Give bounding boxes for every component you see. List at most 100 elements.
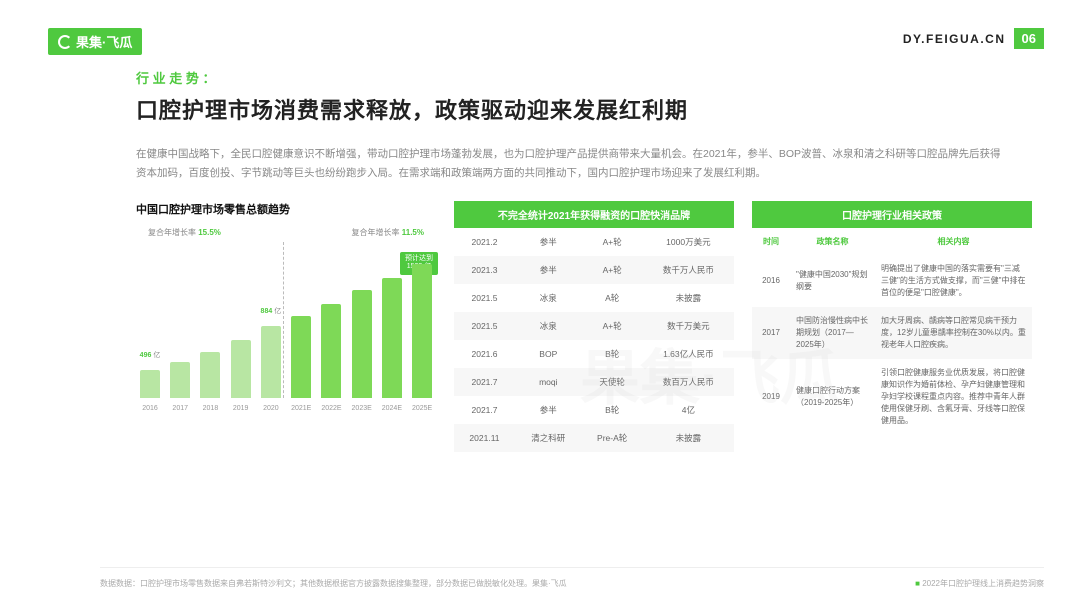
cell: 参半	[515, 396, 582, 424]
bar: 884 亿	[261, 326, 281, 398]
x-label: 2018	[200, 405, 220, 412]
col-header: 相关内容	[875, 228, 1032, 255]
footer-source: 数据数据：口腔护理市场零售数据来自弗若斯特沙利文；其他数据根据官方披露数据搜集整…	[100, 578, 567, 589]
bar	[321, 304, 341, 398]
x-label: 2022E	[321, 405, 341, 412]
cell: 冰泉	[515, 312, 582, 340]
subtitle: 行 业 走 势 ：	[136, 68, 1044, 87]
cell: 冰泉	[515, 284, 582, 312]
footer-report-title: 2022年口腔护理线上消费趋势洞察	[915, 578, 1044, 589]
rate2-value: 11.5%	[402, 228, 424, 237]
chart-rates: 复合年增长率 15.5% 复合年增长率 11.5%	[136, 227, 436, 238]
cell: 清之科研	[515, 424, 582, 452]
x-label: 2024E	[382, 405, 402, 412]
policy-table-header: 口腔护理行业相关政策	[752, 201, 1032, 228]
x-label: 2021E	[291, 405, 311, 412]
table-row: 2021.6BOPB轮1.63亿人民币	[454, 340, 734, 368]
x-axis-labels: 2016 2017 2018 2019 2020 2021E 2022E 2023E 2024E…	[136, 405, 436, 412]
funding-table-body: 2021.2参半A+轮1000万美元2021.3参半A+轮数千万人民币2021.…	[454, 228, 734, 452]
cell: 未披露	[643, 284, 734, 312]
cell: 1000万美元	[643, 228, 734, 256]
cell: 4亿	[643, 396, 734, 424]
cell: 2021.6	[454, 340, 515, 368]
table-row: 2021.7moqi天使轮数百万人民币	[454, 368, 734, 396]
table-row: 2016"健康中国2030"规划纲要明确提出了健康中国的落实需要有"三减三健"的…	[752, 255, 1032, 307]
table-row: 2017中国防治慢性病中长期规划（2017—2025年）加大牙周病、龋病等口腔常…	[752, 307, 1032, 359]
bar	[170, 362, 190, 398]
peak-line1: 预计达到	[405, 255, 433, 263]
page-title: 口腔护理市场消费需求释放，政策驱动迎来发展红利期	[136, 93, 1044, 125]
cell: 2021.2	[454, 228, 515, 256]
rate1-value: 15.5%	[198, 228, 221, 237]
table-row: 2021.3参半A+轮数千万人民币	[454, 256, 734, 284]
bar	[231, 340, 251, 398]
cell: 数千万人民币	[643, 256, 734, 284]
col-header: 政策名称	[790, 228, 875, 255]
x-label: 2020	[261, 405, 281, 412]
cell: 2021.7	[454, 368, 515, 396]
cell: 明确提出了健康中国的落实需要有"三减三健"的生活方式做支撑，而"三健"中排在首位…	[875, 255, 1032, 307]
bar	[352, 290, 372, 398]
policy-table-body: 时间政策名称相关内容 2016"健康中国2030"规划纲要明确提出了健康中国的落…	[752, 228, 1032, 435]
cell: 2021.5	[454, 284, 515, 312]
funding-table: 不完全统计2021年获得融资的口腔快消品牌 2021.2参半A+轮1000万美元…	[454, 201, 734, 452]
header-block: 行 业 走 势 ： 口腔护理市场消费需求释放，政策驱动迎来发展红利期	[136, 68, 1044, 125]
table-row: 2021.2参半A+轮1000万美元	[454, 228, 734, 256]
brand-logo: 果集·飞瓜	[48, 28, 142, 55]
cell: 2021.5	[454, 312, 515, 340]
cell: 2021.7	[454, 396, 515, 424]
cell: 健康口腔行动方案（2019-2025年）	[790, 359, 875, 435]
table-row: 2021.11清之科研Pre-A轮未披露	[454, 424, 734, 452]
cell: 2019	[752, 359, 790, 435]
cell: A+轮	[582, 256, 643, 284]
cell: 数千万美元	[643, 312, 734, 340]
page-number: 06	[1014, 28, 1044, 49]
cell: moqi	[515, 368, 582, 396]
panels-row: 中国口腔护理市场零售总额趋势 复合年增长率 15.5% 复合年增长率 11.5%…	[136, 201, 1044, 452]
top-right-block: DY.FEIGUA.CN 06	[903, 28, 1044, 49]
x-label: 2016	[140, 405, 160, 412]
cell: 2016	[752, 255, 790, 307]
bar	[291, 316, 311, 398]
slide: 果集·飞瓜 DY.FEIGUA.CN 06 行 业 走 势 ： 口腔护理市场消费…	[0, 0, 1080, 607]
bar	[412, 264, 432, 398]
chart-panel: 中国口腔护理市场零售总额趋势 复合年增长率 15.5% 复合年增长率 11.5%…	[136, 201, 436, 452]
funding-table-header: 不完全统计2021年获得融资的口腔快消品牌	[454, 201, 734, 228]
x-label: 2019	[231, 405, 251, 412]
policy-table: 口腔护理行业相关政策 时间政策名称相关内容 2016"健康中国2030"规划纲要…	[752, 201, 1032, 452]
x-label: 2023E	[352, 405, 372, 412]
table-row: 2019健康口腔行动方案（2019-2025年）引领口腔健康服务业优质发展，将口…	[752, 359, 1032, 435]
cell: 2021.3	[454, 256, 515, 284]
table-row: 2021.5冰泉A+轮数千万美元	[454, 312, 734, 340]
intro-paragraph: 在健康中国战略下，全民口腔健康意识不断增强，带动口腔护理市场蓬勃发展，也为口腔护…	[136, 145, 1011, 183]
x-label: 2025E	[412, 405, 432, 412]
logo-icon	[58, 35, 72, 49]
cell: 中国防治慢性病中长期规划（2017—2025年）	[790, 307, 875, 359]
cell: A+轮	[582, 312, 643, 340]
cell: BOP	[515, 340, 582, 368]
cell: 天使轮	[582, 368, 643, 396]
bar	[200, 352, 220, 398]
cell: 1.63亿人民币	[643, 340, 734, 368]
table-row: 2021.5冰泉A轮未披露	[454, 284, 734, 312]
cell: 未披露	[643, 424, 734, 452]
cell: B轮	[582, 340, 643, 368]
table-row: 2021.7参半B轮4亿	[454, 396, 734, 424]
rate1-label: 复合年增长率	[148, 228, 196, 237]
cell: A轮	[582, 284, 643, 312]
logo-text: 果集·飞瓜	[76, 32, 132, 51]
cell: 2021.11	[454, 424, 515, 452]
cell: 参半	[515, 228, 582, 256]
cell: 2017	[752, 307, 790, 359]
site-url: DY.FEIGUA.CN	[903, 32, 1006, 46]
footer: 数据数据：口腔护理市场零售数据来自弗若斯特沙利文；其他数据根据官方披露数据搜集整…	[100, 567, 1044, 589]
cell: Pre-A轮	[582, 424, 643, 452]
bar-chart: 预计达到 1522 亿 496 亿884 亿 20162017201820192…	[136, 242, 436, 412]
bar: 496 亿	[140, 370, 160, 398]
x-label: 2017	[170, 405, 190, 412]
rate2-label: 复合年增长率	[352, 228, 400, 237]
cell: 加大牙周病、龋病等口腔常见病干预力度，12岁儿童患龋率控制在30%以内。重视老年…	[875, 307, 1032, 359]
chart-title: 中国口腔护理市场零售总额趋势	[136, 201, 436, 217]
cell: 引领口腔健康服务业优质发展，将口腔健康知识作为婚前体检、孕产妇健康管理和孕妇学校…	[875, 359, 1032, 435]
cell: 参半	[515, 256, 582, 284]
